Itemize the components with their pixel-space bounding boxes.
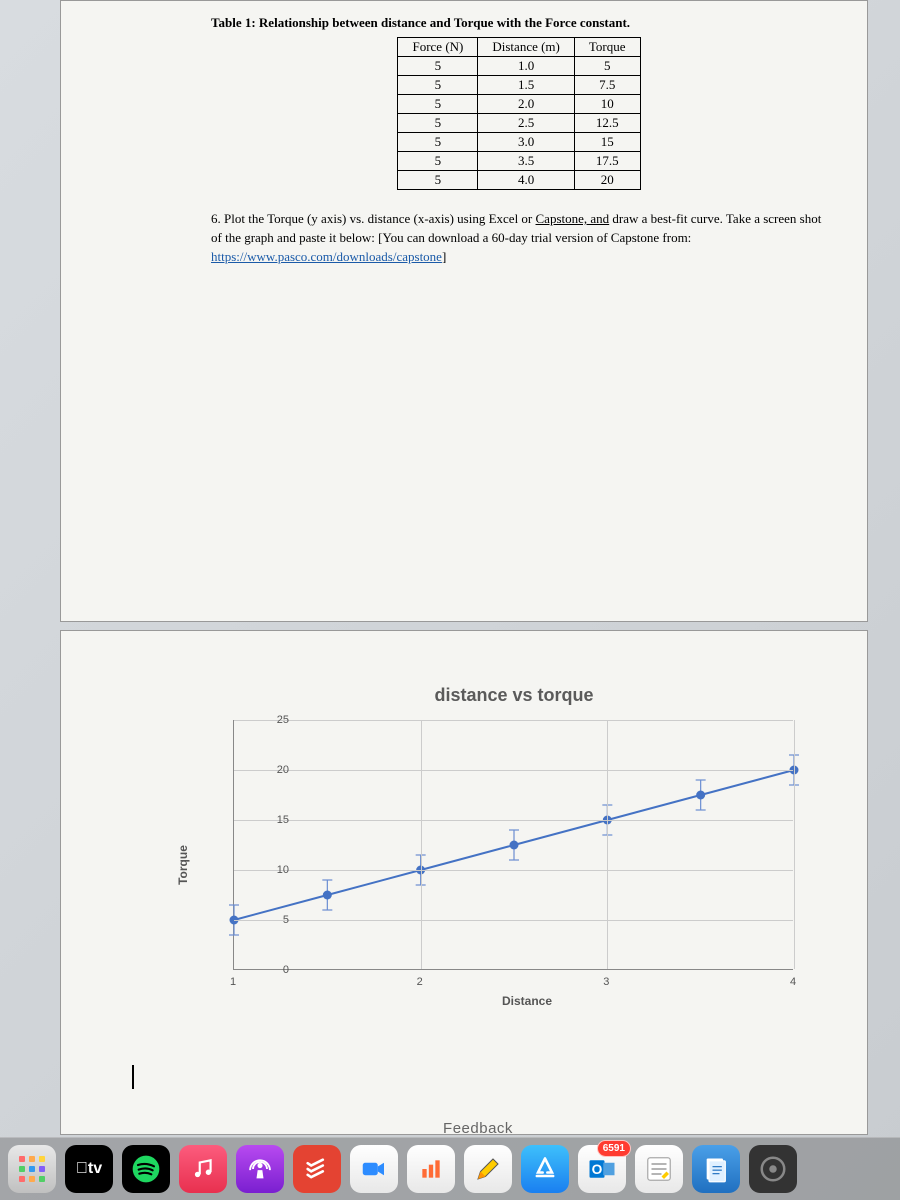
app-store-icon[interactable] bbox=[521, 1145, 569, 1193]
document-page-2: distance vs torque Torque Distance 0 5 10 1… bbox=[60, 630, 868, 1135]
table-cell: 7.5 bbox=[574, 76, 640, 95]
y-tick-label: 20 bbox=[277, 764, 289, 776]
feedback-label[interactable]: Feedback bbox=[443, 1120, 513, 1135]
y-tick-label: 10 bbox=[277, 864, 289, 876]
table-cell: 5 bbox=[398, 171, 478, 190]
apple-tv-icon[interactable]: tv bbox=[65, 1145, 113, 1193]
x-tick-label: 2 bbox=[417, 976, 423, 988]
instruction-text: 6. Plot the Torque (y axis) vs. distance… bbox=[211, 210, 827, 267]
table-cell: 20 bbox=[574, 171, 640, 190]
zoom-icon[interactable] bbox=[350, 1145, 398, 1193]
launchpad-icon[interactable] bbox=[8, 1145, 56, 1193]
table-header: Distance (m) bbox=[478, 38, 575, 57]
y-tick-label: 5 bbox=[283, 914, 289, 926]
notes-icon[interactable] bbox=[464, 1145, 512, 1193]
table-cell: 12.5 bbox=[574, 114, 640, 133]
x-tick-label: 3 bbox=[603, 976, 609, 988]
chart-xlabel: Distance bbox=[502, 994, 552, 1008]
table-cell: 5 bbox=[398, 57, 478, 76]
macos-dock: tvO6591 bbox=[0, 1137, 900, 1200]
table-cell: 4.0 bbox=[478, 171, 575, 190]
y-tick-label: 15 bbox=[277, 814, 289, 826]
table-cell: 10 bbox=[574, 95, 640, 114]
table-cell: 5 bbox=[398, 76, 478, 95]
table-cell: 1.0 bbox=[478, 57, 575, 76]
x-tick-label: 1 bbox=[230, 976, 236, 988]
plot-area bbox=[233, 720, 793, 970]
chart-ylabel: Torque bbox=[176, 845, 190, 885]
table-cell: 17.5 bbox=[574, 152, 640, 171]
chart-container: distance vs torque Torque Distance 0 5 10 1… bbox=[161, 685, 827, 1010]
table-cell: 15 bbox=[574, 133, 640, 152]
table-row: 52.010 bbox=[398, 95, 640, 114]
table-header: Force (N) bbox=[398, 38, 478, 57]
todoist-icon[interactable] bbox=[293, 1145, 341, 1193]
x-tick-label: 4 bbox=[790, 976, 796, 988]
table-cell: 2.0 bbox=[478, 95, 575, 114]
chart-title: distance vs torque bbox=[201, 685, 827, 706]
table-title: Table 1: Relationship between distance a… bbox=[211, 15, 827, 31]
table-row: 52.512.5 bbox=[398, 114, 640, 133]
chart-svg bbox=[234, 720, 793, 969]
table-cell: 3.0 bbox=[478, 133, 575, 152]
table-cell: 2.5 bbox=[478, 114, 575, 133]
svg-text:O: O bbox=[592, 1162, 603, 1177]
stats-icon[interactable] bbox=[407, 1145, 455, 1193]
notification-badge: 6591 bbox=[597, 1140, 631, 1157]
table-header: Torque bbox=[574, 38, 640, 57]
data-table: Force (N)Distance (m)Torque51.0551.57.55… bbox=[397, 37, 640, 190]
capstone-link[interactable]: https://www.pasco.com/downloads/capstone bbox=[211, 249, 442, 264]
spotify-icon[interactable] bbox=[122, 1145, 170, 1193]
y-tick-label: 0 bbox=[283, 964, 289, 976]
table-row: 53.015 bbox=[398, 133, 640, 152]
table-cell: 1.5 bbox=[478, 76, 575, 95]
table-row: 53.517.5 bbox=[398, 152, 640, 171]
outlook-icon[interactable]: O6591 bbox=[578, 1145, 626, 1193]
textedit-icon[interactable] bbox=[635, 1145, 683, 1193]
table-cell: 3.5 bbox=[478, 152, 575, 171]
music-icon[interactable] bbox=[179, 1145, 227, 1193]
table-row: 51.57.5 bbox=[398, 76, 640, 95]
table-cell: 5 bbox=[398, 95, 478, 114]
table-row: 51.05 bbox=[398, 57, 640, 76]
table-cell: 5 bbox=[398, 114, 478, 133]
text-cursor bbox=[132, 1065, 134, 1089]
files-icon[interactable] bbox=[692, 1145, 740, 1193]
chart-box: Torque Distance 05101520251234 bbox=[201, 720, 821, 1010]
table-cell: 5 bbox=[574, 57, 640, 76]
document-viewport: Table 1: Relationship between distance a… bbox=[60, 0, 868, 1135]
table-cell: 5 bbox=[398, 152, 478, 171]
table-row: 54.020 bbox=[398, 171, 640, 190]
other-icon[interactable] bbox=[749, 1145, 797, 1193]
table-cell: 5 bbox=[398, 133, 478, 152]
document-page-1: Table 1: Relationship between distance a… bbox=[60, 0, 868, 622]
podcasts-icon[interactable] bbox=[236, 1145, 284, 1193]
y-tick-label: 25 bbox=[277, 714, 289, 726]
